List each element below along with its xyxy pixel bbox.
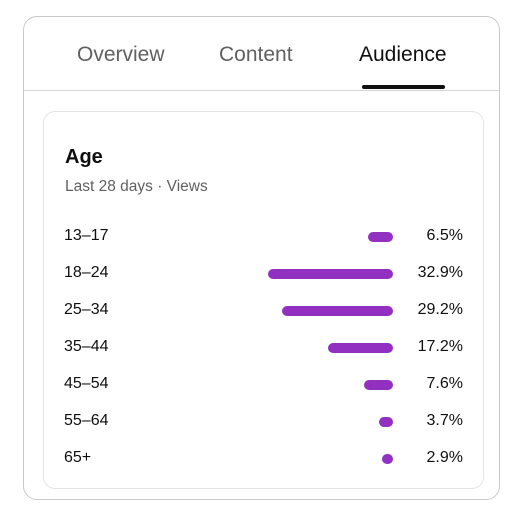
age-percent-value: 6.5% xyxy=(426,227,463,244)
age-range-label: 35–44 xyxy=(64,338,109,355)
card-subtitle: Last 28 days · Views xyxy=(65,178,208,195)
age-row: 13–17 6.5% xyxy=(44,222,483,252)
age-bar xyxy=(378,417,393,427)
analytics-panel: Overview Content Audience Age Last 28 da… xyxy=(23,16,500,500)
age-bar xyxy=(282,306,393,316)
age-percent-value: 29.2% xyxy=(417,301,463,318)
age-bar xyxy=(364,380,393,390)
age-percent-value: 2.9% xyxy=(426,449,463,466)
tab-content[interactable]: Content xyxy=(219,43,293,66)
age-bar xyxy=(327,343,393,353)
tab-audience[interactable]: Audience xyxy=(359,43,447,66)
age-percent-value: 3.7% xyxy=(426,412,463,429)
tab-bar: Overview Content Audience xyxy=(24,17,499,91)
age-row: 35–44 17.2% xyxy=(44,333,483,363)
age-range-label: 13–17 xyxy=(64,227,109,244)
age-range-label: 65+ xyxy=(64,449,92,466)
age-row: 65+ 2.9% xyxy=(44,444,483,474)
age-range-label: 18–24 xyxy=(64,264,109,281)
tab-overview[interactable]: Overview xyxy=(77,43,165,66)
age-row: 18–24 32.9% xyxy=(44,259,483,289)
age-card: Age Last 28 days · Views 13–17 6.5% 18–24 3… xyxy=(43,111,484,489)
age-range-label: 55–64 xyxy=(64,412,109,429)
age-range-label: 25–34 xyxy=(64,301,109,318)
age-percent-value: 17.2% xyxy=(417,338,463,355)
age-percent-value: 32.9% xyxy=(417,264,463,281)
age-row: 45–54 7.6% xyxy=(44,370,483,400)
age-row: 25–34 29.2% xyxy=(44,296,483,326)
age-range-label: 45–54 xyxy=(64,375,109,392)
active-tab-indicator xyxy=(362,85,445,89)
age-bar xyxy=(381,454,393,464)
card-title: Age xyxy=(65,146,103,168)
age-bar xyxy=(267,269,393,279)
age-percent-value: 7.6% xyxy=(426,375,463,392)
age-bar xyxy=(368,232,393,242)
age-row: 55–64 3.7% xyxy=(44,407,483,437)
